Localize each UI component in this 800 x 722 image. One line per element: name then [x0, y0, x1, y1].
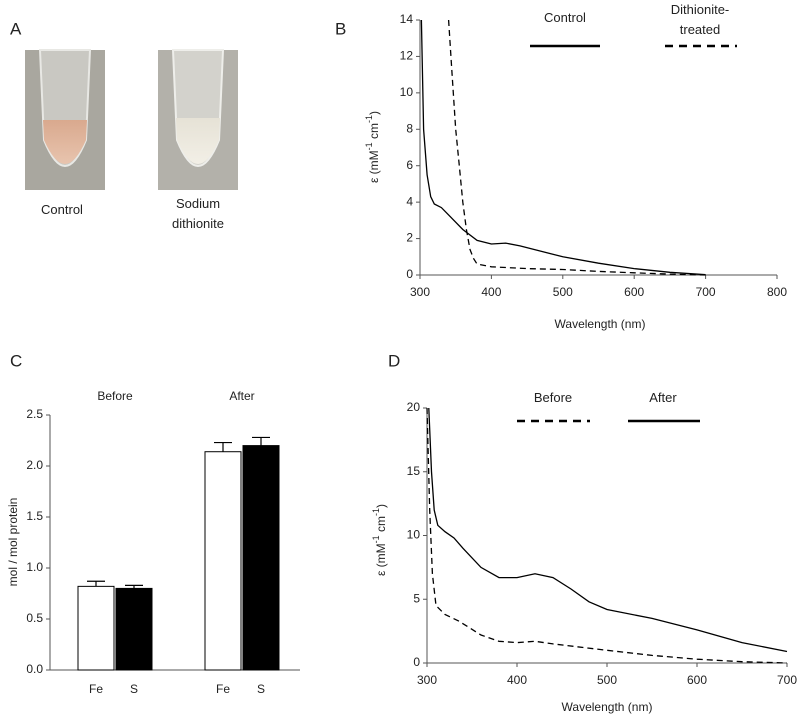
- x-tick-label: 700: [777, 673, 797, 687]
- x-tick-label: Fe: [89, 682, 103, 696]
- y-tick-label: 8: [406, 121, 413, 135]
- x-axis-label: Wavelength (nm): [555, 317, 646, 331]
- error-bar: [252, 436, 270, 446]
- y-axis-label-part: ): [374, 504, 388, 508]
- y-axis-label-part: cm: [374, 516, 388, 535]
- photo-caption: Control: [41, 202, 83, 217]
- y-tick-label: 10: [407, 528, 421, 542]
- x-axis-label: Wavelength (nm): [562, 700, 653, 714]
- y-axis-label-part: -1: [364, 115, 374, 123]
- bar: [204, 451, 242, 671]
- y-tick-label: 0.0: [26, 662, 43, 676]
- y-tick-label: 6: [406, 158, 413, 172]
- photo-caption: Sodium dithionite: [171, 196, 225, 231]
- bar: [242, 445, 280, 671]
- legend-label: Dithionite- treated: [670, 2, 730, 37]
- spectrum-line: [426, 407, 788, 664]
- spectrum-line: [447, 19, 706, 276]
- y-tick-label: 5: [413, 591, 420, 605]
- bar: [115, 587, 153, 671]
- x-tick-label: 800: [767, 285, 787, 299]
- y-axis-label-part: cm: [367, 123, 381, 142]
- photo-dithionite: [158, 49, 238, 190]
- x-tick-label: S: [257, 682, 265, 696]
- x-tick-label: 300: [417, 673, 437, 687]
- x-tick-label: 600: [624, 285, 644, 299]
- y-axis-label: ε (mM-1 cm-1): [364, 111, 381, 183]
- x-tick-label: 500: [597, 673, 617, 687]
- y-tick-label: 20: [407, 400, 421, 414]
- x-tick-label: S: [130, 682, 138, 696]
- photo-control: [25, 49, 105, 190]
- x-tick-label: 500: [553, 285, 573, 299]
- spectrum-line: [428, 407, 788, 653]
- x-tick-label: 300: [410, 285, 430, 299]
- y-tick-label: 12: [400, 49, 414, 63]
- panel-label: A: [10, 19, 22, 38]
- y-tick-label: 0: [413, 655, 420, 669]
- y-tick-label: 15: [407, 464, 421, 478]
- spectrum-line: [420, 19, 706, 276]
- x-tick-label: Fe: [216, 682, 230, 696]
- y-tick-label: 0: [406, 267, 413, 281]
- x-tick-label: 700: [696, 285, 716, 299]
- y-tick-label: 1.5: [26, 509, 43, 523]
- y-tick-label: 2.0: [26, 458, 43, 472]
- panel-label: C: [10, 351, 22, 370]
- y-tick-label: 0.5: [26, 611, 43, 625]
- panel-label: D: [388, 351, 400, 370]
- legend-label: Control: [544, 10, 586, 25]
- x-tick-label: 400: [507, 673, 527, 687]
- group-label: After: [229, 389, 254, 403]
- bar: [77, 585, 115, 671]
- y-axis-label-part: -1: [371, 535, 381, 543]
- y-tick-label: 2: [406, 231, 413, 245]
- error-bar: [125, 584, 143, 589]
- y-axis-label: mol / mol protein: [6, 498, 20, 587]
- y-tick-label: 4: [406, 194, 413, 208]
- y-axis-label: ε (mM-1 cm-1): [371, 504, 388, 576]
- legend-label: After: [649, 390, 677, 405]
- y-axis-label-part: ): [367, 111, 381, 115]
- y-axis-label-part: -1: [364, 142, 374, 150]
- y-tick-label: 1.0: [26, 560, 43, 574]
- legend-label: Before: [533, 390, 573, 405]
- y-axis-label-part: ε (mM: [367, 150, 381, 183]
- error-bar: [87, 580, 105, 587]
- panel-label: B: [335, 19, 346, 38]
- x-tick-label: 600: [687, 673, 707, 687]
- group-label: Before: [97, 389, 133, 403]
- error-bar: [214, 441, 232, 452]
- y-axis-label-part: -1: [371, 508, 381, 516]
- y-axis-label-part: ε (mM: [374, 543, 388, 576]
- y-tick-label: 14: [400, 12, 414, 26]
- x-tick-label: 400: [481, 285, 501, 299]
- y-tick-label: 10: [400, 85, 414, 99]
- y-tick-label: 2.5: [26, 407, 43, 421]
